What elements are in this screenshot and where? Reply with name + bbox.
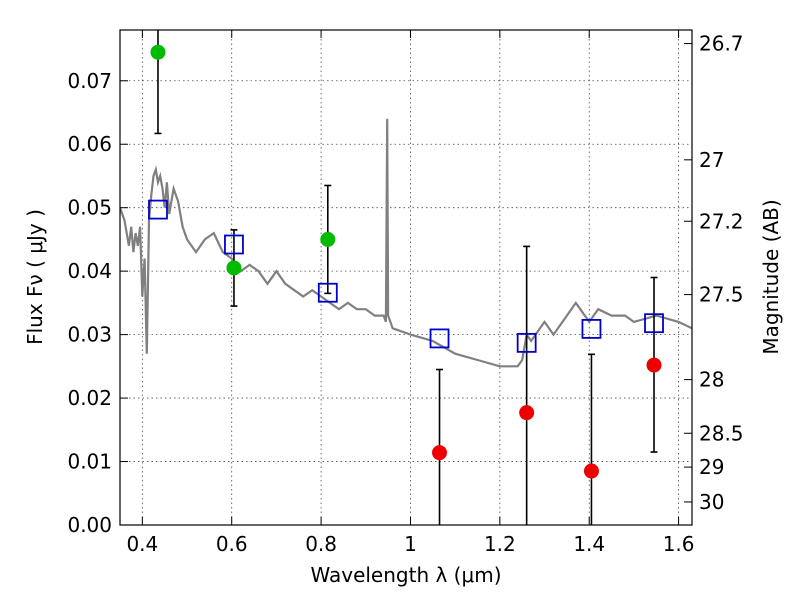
mag-tick-label: 30: [699, 490, 724, 514]
x-tick-label: 0.4: [126, 532, 158, 556]
mag-tick-label: 28.5: [699, 421, 744, 445]
x-tick-label: 1: [404, 532, 417, 556]
plot-frame: [119, 29, 693, 526]
y-axis-title: Flux Fν ( μJy ): [23, 209, 47, 345]
model-bandpass-point: [644, 313, 664, 334]
y-tick-label: 0.01: [67, 450, 112, 474]
x-tick-label: 1.2: [484, 532, 516, 556]
model-spectrum-line: [120, 118, 692, 368]
detection-point: [150, 44, 166, 60]
mag-tick-label: 27.2: [699, 209, 744, 233]
axis-ticks: 0.4 0.6 0.8 1 1.2 1.4 1.6 0.00 0.01 0.02 0.03 0.04 0…: [67, 30, 744, 556]
y-tick-label: 0.04: [67, 259, 112, 283]
right-axis-title: Magnitude (AB): [759, 199, 783, 354]
x-tick-label: 1.4: [573, 532, 605, 556]
mag-tick-label: 28: [699, 368, 724, 392]
mag-tick-label: 29: [699, 455, 724, 479]
model-bandpass-point: [516, 332, 537, 353]
limit-point: [583, 463, 599, 479]
limit-point: [646, 357, 662, 373]
plot-area: [120, 30, 692, 525]
detection-point: [226, 260, 242, 276]
limit-point: [432, 445, 448, 461]
model-bandpass-point: [429, 328, 450, 349]
model-bandpass-point: [581, 319, 602, 339]
model-bandpass-point: [224, 234, 244, 255]
y-tick-label: 0.05: [67, 196, 112, 220]
x-tick-label: 1.6: [663, 532, 695, 556]
limit-point: [519, 405, 535, 421]
x-tick-label: 0.8: [305, 532, 337, 556]
y-tick-label: 0.03: [67, 323, 112, 347]
detection-point: [320, 231, 336, 247]
mag-tick-label: 26.7: [699, 32, 744, 56]
y-tick-label: 0.00: [67, 513, 112, 537]
model-bandpass-point: [148, 199, 168, 220]
y-tick-label: 0.07: [67, 69, 112, 93]
x-tick-label: 0.6: [216, 532, 248, 556]
mag-tick-label: 27: [699, 148, 724, 172]
mag-tick-label: 27.5: [699, 283, 744, 307]
y-tick-label: 0.02: [67, 386, 112, 410]
grid: [120, 30, 692, 526]
model-bandpass-point: [317, 282, 338, 303]
x-axis-title: Wavelength λ (μm): [310, 563, 501, 587]
y-tick-label: 0.06: [67, 132, 112, 156]
